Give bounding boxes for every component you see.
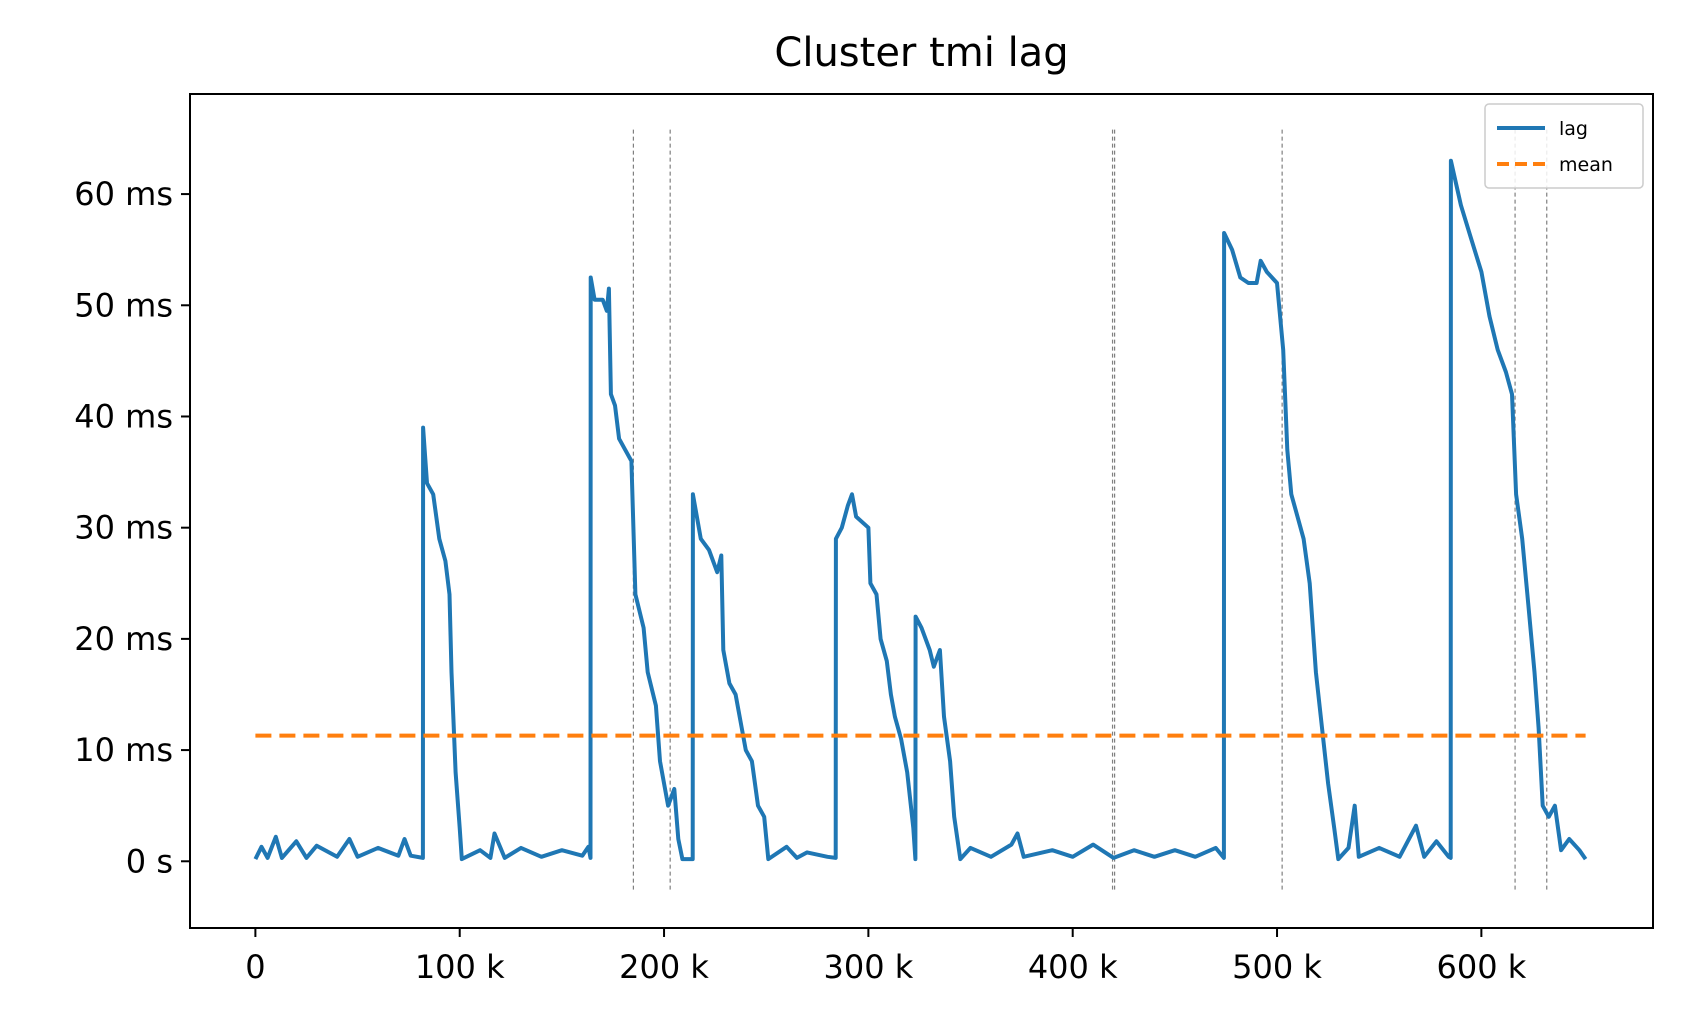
y-tick-label: 40 ms — [74, 397, 173, 435]
y-tick-label: 0 s — [126, 842, 173, 880]
y-tick-label: 10 ms — [74, 731, 173, 769]
y-tick-label: 30 ms — [74, 509, 173, 547]
x-tick-label: 500 k — [1232, 948, 1322, 986]
chart-title: Cluster tmi lag — [774, 30, 1068, 76]
y-tick-label: 20 ms — [74, 620, 173, 658]
legend-label-lag: lag — [1559, 118, 1588, 140]
x-tick-label: 400 k — [1028, 948, 1118, 986]
x-tick-label: 300 k — [823, 948, 913, 986]
x-tick-label: 0 — [245, 948, 265, 986]
vertical-markers — [632, 129, 1548, 891]
x-tick-label: 200 k — [619, 948, 709, 986]
y-axis: 0 s 10 ms 20 ms 30 ms 40 ms 50 ms 60 ms — [74, 175, 190, 880]
legend-box — [1484, 103, 1644, 189]
legend: lag mean — [1484, 103, 1644, 189]
y-tick-label: 50 ms — [74, 286, 173, 324]
series-line-lag — [253, 158, 1588, 862]
plot-area-frame — [189, 93, 1654, 929]
legend-label-mean: mean — [1559, 154, 1613, 176]
x-axis: 0 100 k 200 k 300 k 400 k 500 k 600 k — [245, 928, 1527, 986]
series-layer — [253, 158, 1588, 862]
y-tick-label: 60 ms — [74, 175, 173, 213]
x-tick-label: 600 k — [1436, 948, 1526, 986]
x-tick-label: 100 k — [415, 948, 505, 986]
